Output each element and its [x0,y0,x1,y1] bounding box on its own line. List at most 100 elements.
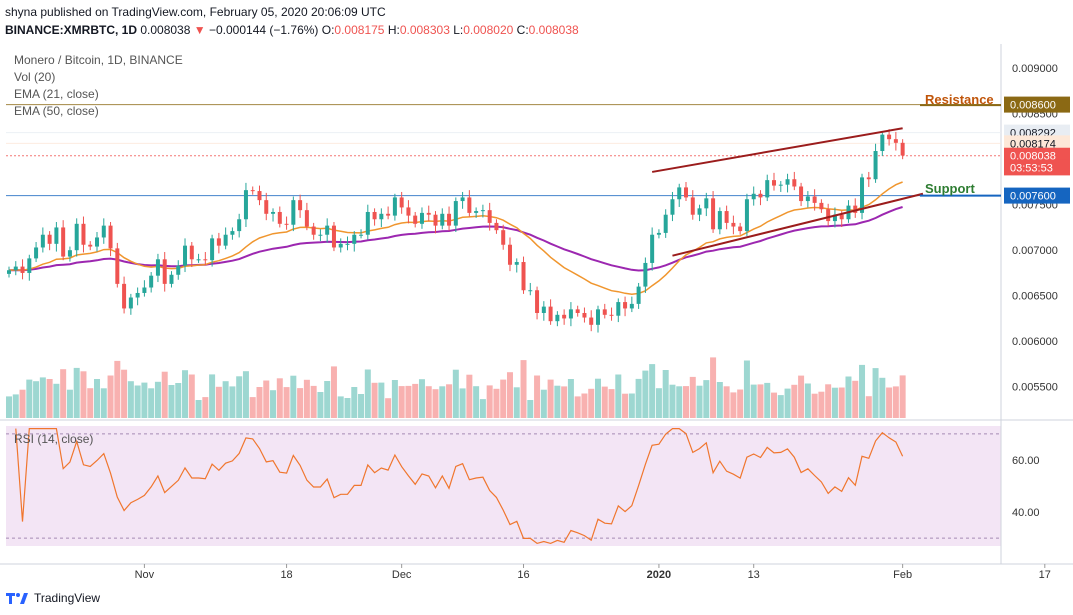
volume-bar [791,384,798,418]
candle-body [839,214,844,220]
price-label-box [1004,135,1070,152]
volume-bar [80,371,87,418]
volume-bar [540,389,547,418]
candle-body [386,213,391,216]
volume-bar [364,369,371,418]
channel-lower-line [672,192,924,257]
time-tick-label: 2020 [647,569,671,581]
volume-bar [635,378,642,418]
candle-body [832,214,837,222]
price-label-text: 03:53:53 [1010,162,1053,174]
candle-body [548,306,553,322]
volume-bar [493,388,500,418]
candle-body [758,193,763,198]
price-label-text: 0.008174 [1010,138,1056,150]
volume-bar [574,396,581,418]
volume-bar [371,382,378,418]
candle-body [34,247,39,259]
volume-bar [215,386,222,418]
price-label-box [1004,187,1070,204]
legend-rsi: RSI (14, close) [14,432,94,446]
volume-bar [358,394,365,418]
volume-bar [270,390,277,418]
legend-ema21: EMA (21, close) [14,87,99,101]
volume-bar [46,379,53,418]
candle-body [751,193,756,200]
candle-body [819,202,824,210]
candle-body [595,309,600,325]
candle-body [40,234,45,248]
candle-body [643,262,648,287]
volume-bar [168,385,175,418]
volume-bar [601,386,608,418]
candle-body [54,227,59,244]
volume-bar [351,387,358,418]
candle-body [27,258,32,273]
volume-bar [66,389,73,418]
volume-bar [737,389,744,418]
volume-bar [804,383,811,418]
candle-body [629,303,634,309]
candle-body [237,219,242,232]
candle-body [805,196,810,202]
candle-body [108,225,113,249]
candle-body [562,314,567,319]
volume-bar [330,366,337,418]
volume-bar [114,360,121,418]
candle-body [135,292,140,298]
candle-body [74,223,79,251]
candle-body [697,208,702,215]
price-label-box [1004,159,1070,176]
candle-body [616,302,621,316]
volume-bar [527,400,534,418]
candle-body [528,290,533,292]
volume-bar [175,383,182,418]
volume-bar [6,396,12,418]
volume-bar [723,386,730,418]
candle-body [189,245,194,260]
candle-body [101,225,106,238]
candle-body [507,244,512,265]
candle-body [392,197,397,216]
candle-body [799,186,804,202]
candle-body [684,187,688,198]
candle-body [203,259,208,261]
candle-body [338,243,343,248]
close-value: 0.008038 [528,23,579,37]
volume-bar [26,379,33,418]
volume-bar [831,387,838,418]
volume-bar [649,364,656,418]
volume-bar [859,364,866,418]
volume-bar [412,383,419,418]
volume-bar [798,375,805,418]
candle-body [778,184,783,186]
volume-bar [324,381,331,418]
tradingview-logo[interactable]: TradingView [6,591,100,605]
candle-body [582,312,587,318]
candle-body [67,250,72,257]
volume-bar [418,379,425,418]
candle-body [460,197,465,202]
price-label-box [1004,96,1070,113]
volume-bar [588,388,595,418]
channel-upper-line [651,127,903,173]
candle-body [81,223,86,245]
volume-bar [730,392,737,418]
volume-bar [811,393,818,418]
time-tick-label: 16 [517,569,529,581]
volume-bar [764,382,771,418]
volume-bar [520,360,527,418]
volume-bar [838,387,845,418]
volume-bar [892,386,899,418]
price-chart[interactable]: 0.0090000.0085000.0080000.0075000.007000… [0,44,1073,585]
volume-bar [825,384,832,418]
volume-bar [703,380,710,418]
volume-bar [107,375,114,418]
symbol[interactable]: BINANCE:XMRBTC, 1D [5,23,137,37]
symbol-quote-line: BINANCE:XMRBTC, 1D 0.008038 ▼ −0.000144 … [5,23,579,37]
volume-bar [852,380,859,418]
candle-body [250,190,255,192]
candle-body [873,151,878,180]
volume-bar [865,396,872,418]
volume-bar [256,387,263,418]
